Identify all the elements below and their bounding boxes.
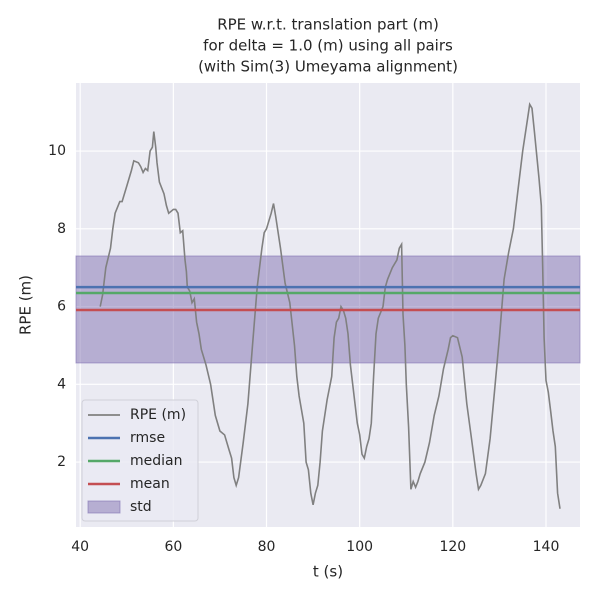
chart-title: (with Sim(3) Umeyama alignment) — [198, 58, 458, 76]
y-tick-label: 8 — [57, 221, 66, 237]
legend-swatch — [87, 500, 121, 514]
legend-box — [81, 399, 199, 522]
x-tick-label: 140 — [533, 539, 560, 555]
legend-label: RPE (m) — [130, 407, 186, 423]
x-tick-label: 100 — [346, 539, 373, 555]
legend-label: mean — [130, 476, 170, 492]
y-tick-label: 2 — [57, 454, 66, 470]
y-tick-label: 10 — [48, 143, 66, 159]
x-axis-label: t (s) — [313, 563, 343, 581]
y-axis-label: RPE (m) — [17, 275, 35, 335]
y-tick-label: 6 — [57, 299, 66, 315]
legend-label: rmse — [130, 430, 165, 446]
x-tick-label: 120 — [439, 539, 466, 555]
y-tick-label: 4 — [57, 376, 66, 392]
legend-label: std — [130, 499, 152, 515]
x-tick-label: 60 — [164, 539, 182, 555]
x-tick-label: 80 — [258, 539, 276, 555]
x-tick-label: 40 — [71, 539, 89, 555]
data-line — [99, 102, 561, 509]
chart-title: RPE w.r.t. translation part (m) — [217, 16, 439, 34]
chart-title: for delta = 1.0 (m) using all pairs — [203, 37, 453, 55]
legend-label: median — [130, 453, 182, 469]
